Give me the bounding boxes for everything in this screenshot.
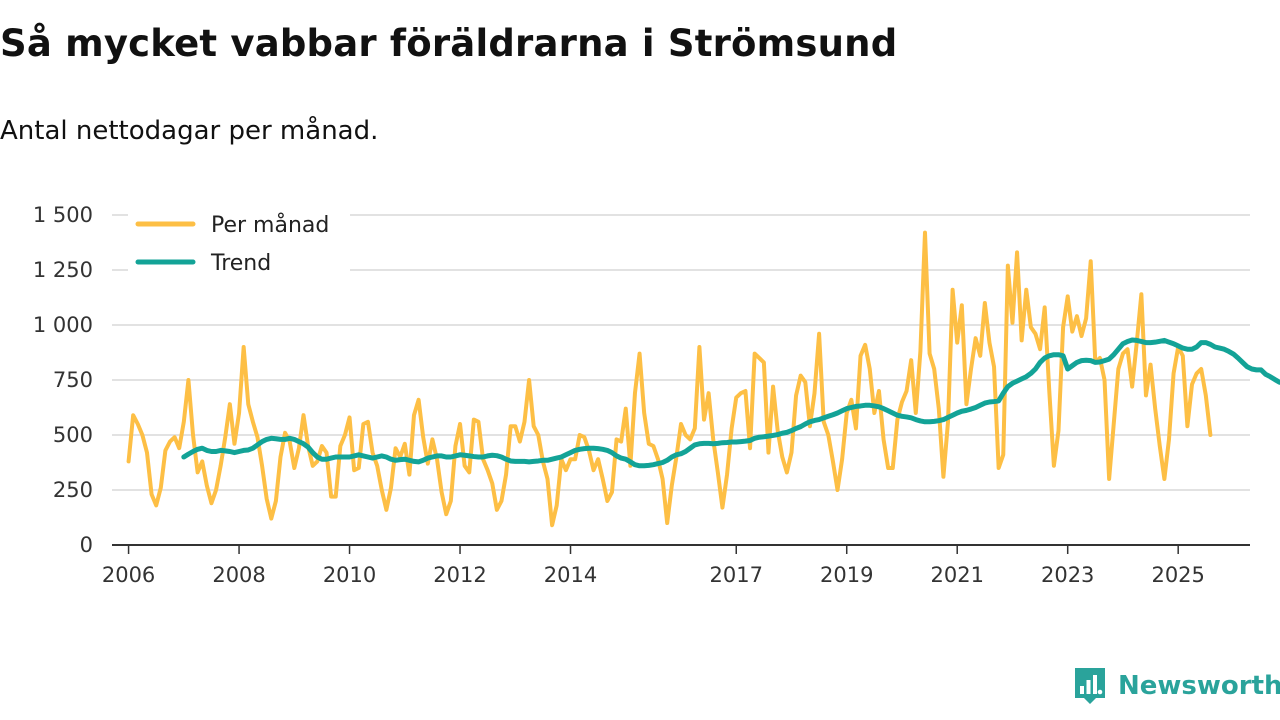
y-tick-label: 1 250 xyxy=(33,258,93,282)
brand-logo: Newsworthy xyxy=(1072,666,1280,706)
legend-label: Trend xyxy=(210,251,271,276)
x-tick-label: 2017 xyxy=(710,563,763,587)
x-tick-label: 2008 xyxy=(212,563,265,587)
legend: Per månad Trend xyxy=(128,203,350,277)
chart-title: Så mycket vabbar föräldrarna i Strömsund xyxy=(0,22,898,65)
x-tick-label: 2006 xyxy=(102,563,155,587)
series-line-trend xyxy=(181,337,1280,469)
x-tick-label: 2019 xyxy=(820,563,873,587)
x-tick-label: 2023 xyxy=(1041,563,1094,587)
x-tick-label: 2025 xyxy=(1151,563,1204,587)
y-tick-label: 0 xyxy=(80,533,93,557)
legend-label: Per månad xyxy=(211,212,329,238)
y-tick-label: 1 000 xyxy=(33,313,93,337)
y-tick-label: 500 xyxy=(53,423,93,447)
y-tick-label: 1 500 xyxy=(33,203,93,227)
y-tick-label: 750 xyxy=(53,368,93,392)
chart-subtitle: Antal nettodagar per månad. xyxy=(0,116,379,146)
x-tick-label: 2012 xyxy=(433,563,486,587)
x-tick-label: 2010 xyxy=(323,563,376,587)
x-tick-label: 2014 xyxy=(544,563,597,587)
y-tick-label: 250 xyxy=(53,478,93,502)
x-tick-label: 2021 xyxy=(930,563,983,587)
bar-chart-icon xyxy=(1075,668,1105,704)
brand-name: Newsworthy xyxy=(1118,671,1280,701)
legend-background xyxy=(128,203,350,277)
